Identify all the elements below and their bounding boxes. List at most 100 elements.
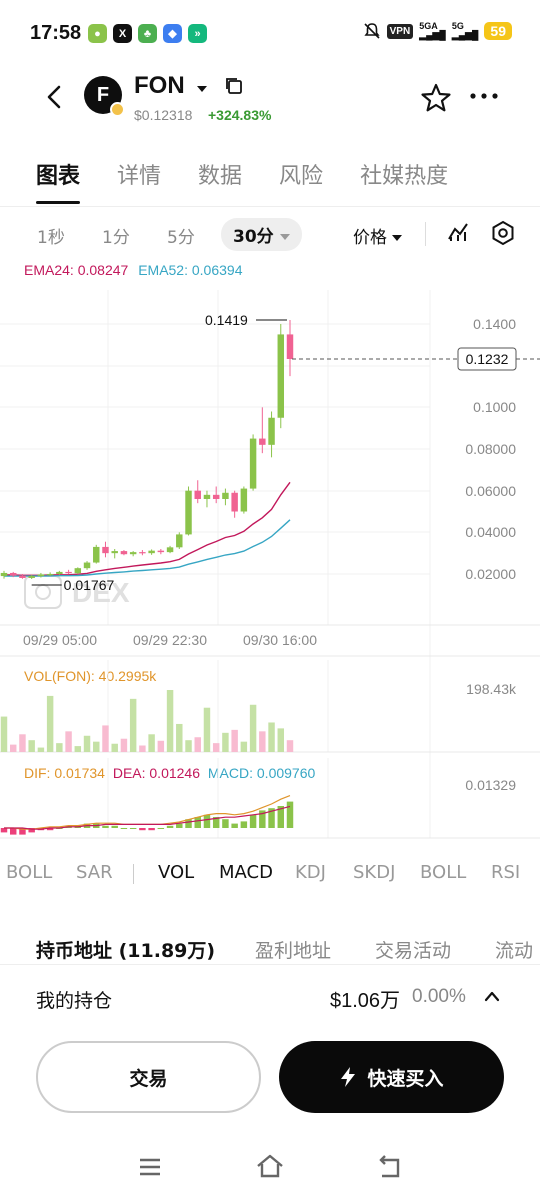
volume-bar (240, 741, 248, 752)
chevron-up-icon[interactable] (484, 990, 500, 1002)
tab-profit-addresses[interactable]: 盈利地址 (255, 940, 332, 962)
volume-bar (9, 744, 17, 752)
volume-bar (46, 695, 54, 752)
volume-bar (120, 738, 128, 752)
tab-chart[interactable]: 图表 (36, 158, 81, 204)
macd-bar (176, 823, 183, 828)
home-icon[interactable] (255, 1152, 285, 1182)
macd-bar (249, 814, 257, 828)
menu-icon[interactable] (138, 1152, 162, 1182)
candle-body (139, 552, 146, 554)
quick-buy-button[interactable]: 快速买入 (279, 1041, 504, 1113)
candle-body (212, 494, 220, 499)
candle-body (74, 568, 82, 574)
x-tick-label: 09/29 22:30 (133, 632, 207, 648)
volume-bar (129, 698, 137, 752)
candle-body (240, 488, 248, 512)
watermark-text: DEX (72, 577, 130, 608)
sub-rsi[interactable]: RSI (491, 862, 521, 883)
more-menu-icon[interactable] (468, 84, 500, 108)
chart-grid (0, 290, 540, 839)
volume-bar (56, 743, 63, 752)
candle-body (0, 572, 8, 577)
holder-tabs: 持币地址 (11.89万) 盈利地址 交易活动 流动 (0, 936, 540, 966)
dea-value: DEA: 0.01246 (112, 765, 200, 781)
tab-risk[interactable]: 风险 (279, 164, 324, 189)
copy-icon[interactable] (224, 76, 244, 96)
signal-5g: 5G ▂▄▆█ (451, 21, 479, 40)
tab-trade-activity[interactable]: 交易活动 (375, 940, 452, 962)
candle-body (129, 552, 137, 555)
mute-bell-icon (364, 23, 380, 39)
tab-liquidity[interactable]: 流动 (495, 940, 534, 962)
price-mode-selector[interactable]: 价格 (353, 223, 402, 248)
token-name[interactable]: FON (134, 72, 185, 99)
quick-buy-label: 快速买入 (367, 1067, 444, 1090)
back-nav-icon[interactable] (376, 1152, 404, 1182)
indicator-chart-icon[interactable] (446, 220, 470, 244)
interval-1m[interactable]: 1分 (102, 228, 130, 248)
ema-legend: EMA24: 0.08247 EMA52: 0.06394 (24, 262, 242, 278)
macd-bar (46, 828, 54, 831)
system-nav-bar (0, 1152, 540, 1188)
status-time: 17:58 (30, 22, 82, 44)
token-dropdown-icon[interactable] (196, 84, 208, 94)
candle-body (157, 550, 165, 553)
candle-body (277, 334, 285, 418)
sub-skdj[interactable]: SKDJ (353, 862, 396, 883)
candle-body (93, 546, 100, 563)
trade-button[interactable]: 交易 (36, 1041, 261, 1113)
price-change: +324.83% (208, 107, 272, 123)
tab-data[interactable]: 数据 (198, 164, 243, 189)
interval-row: 1秒 1分 5分 30分 价格 (0, 218, 540, 251)
candle-body (194, 490, 201, 499)
interval-30m[interactable]: 30分 (221, 218, 302, 251)
macd-bar (111, 825, 118, 828)
candle-body (203, 494, 211, 499)
blue-app-icon: ◆ (163, 24, 182, 43)
overlay-sar[interactable]: SAR (76, 862, 113, 883)
volume-bar (19, 734, 26, 752)
price-chart[interactable]: DEX 0.1400 0.1000 0.08000 0.06000 0.04000 0.0… (0, 0, 540, 860)
high-price-label: 0.1419 (205, 312, 248, 328)
macd-bar (28, 828, 35, 833)
tab-social[interactable]: 社媒热度 (360, 164, 449, 189)
position-pct: 0.00% (412, 986, 466, 1007)
macd-bar (9, 828, 17, 835)
game-app-icon: ♣ (138, 24, 157, 43)
ema24-value: EMA24: 0.08247 (24, 262, 129, 278)
volume-bar (185, 740, 192, 752)
candle-body (102, 546, 109, 554)
tab-details[interactable]: 详情 (117, 164, 162, 189)
overlay-boll[interactable]: BOLL (6, 862, 53, 883)
macd-bar (259, 810, 266, 828)
ema52-line (4, 519, 291, 577)
sub-kdj[interactable]: KDJ (295, 862, 326, 883)
candle-body (56, 571, 63, 574)
macd-bar (222, 819, 229, 828)
favorite-star-icon[interactable] (420, 82, 452, 114)
volume-bar (203, 707, 211, 752)
sub-macd[interactable]: MACD (219, 862, 273, 883)
sub-vol[interactable]: VOL (158, 862, 195, 883)
candle-body (120, 551, 128, 555)
macd-bar (194, 817, 201, 828)
volume-bar (286, 740, 294, 752)
interval-5m[interactable]: 5分 (167, 228, 195, 248)
ema52-value: EMA52: 0.06394 (138, 262, 243, 278)
arrow-app-icon: » (188, 24, 207, 43)
back-arrow-icon[interactable] (40, 80, 70, 114)
battery-level: 59 (484, 22, 512, 40)
macd-bar (240, 821, 248, 828)
tab-holders[interactable]: 持币地址 (11.89万) (36, 940, 216, 962)
vol-legend: VOL(FON): 40.2995k (24, 668, 157, 684)
candle-body (259, 438, 266, 445)
interval-1s[interactable]: 1秒 (37, 228, 65, 248)
settings-gear-icon[interactable] (490, 220, 516, 246)
candle-body (268, 417, 275, 445)
candle-body (166, 547, 174, 553)
volume-bar (111, 743, 118, 752)
macd-bar (157, 828, 165, 829)
sub-boll[interactable]: BOLL (420, 862, 467, 883)
y-tick-label: 0.06000 (465, 483, 516, 499)
